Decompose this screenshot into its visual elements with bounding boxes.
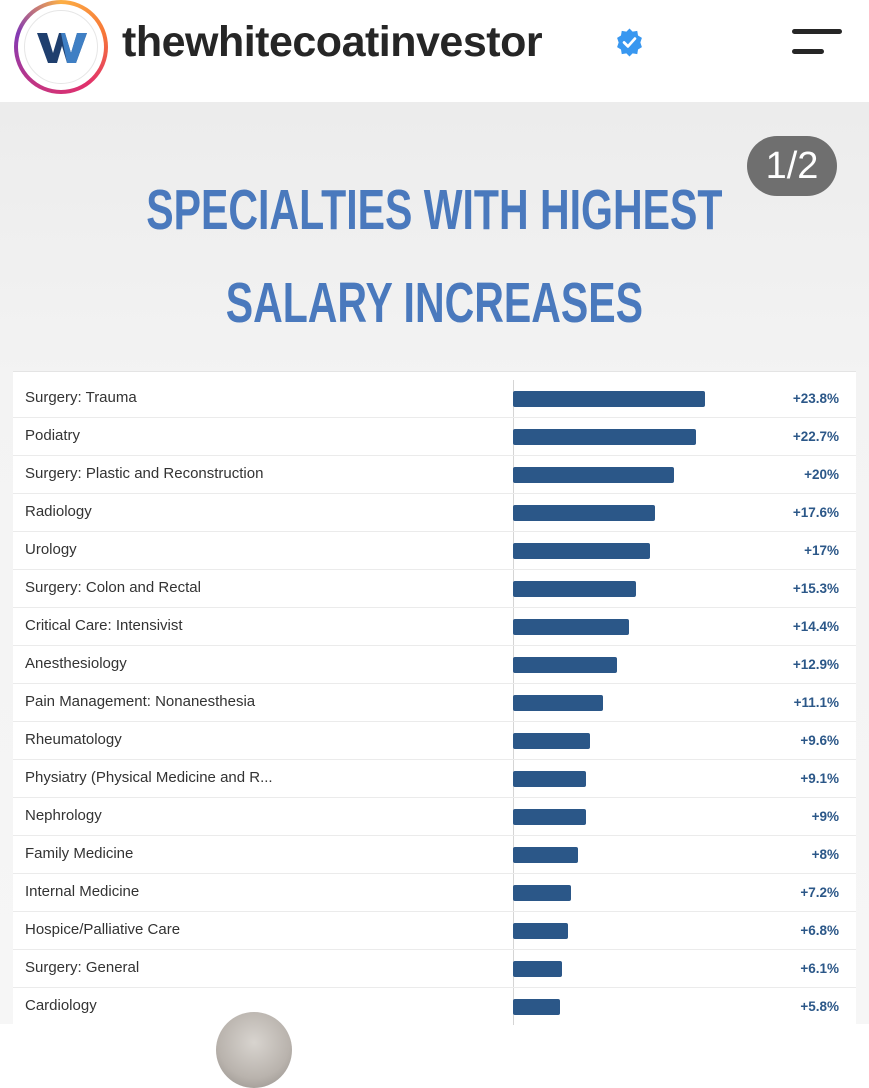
chart-title-line-1: SPECIALTIES WITH HIGHEST — [146, 178, 723, 242]
salary-increase-value: +9.1% — [800, 771, 839, 786]
specialty-label: Surgery: Plastic and Reconstruction — [25, 465, 264, 482]
salary-increase-value: +15.3% — [792, 581, 839, 596]
chart-title-line-2: SALARY INCREASES — [225, 271, 644, 335]
salary-increase-value: +14.4% — [792, 619, 839, 634]
salary-increase-bar — [513, 657, 618, 673]
salary-increase-table: Surgery: Trauma +23.8% Podiatry +22.7% Surge… — [13, 371, 856, 1025]
table-row: Critical Care: Intensivist +14.4% — [13, 608, 856, 646]
table-row: Urology +17% — [13, 532, 856, 570]
salary-increase-bar — [513, 543, 651, 559]
salary-increase-value: +17% — [804, 543, 839, 558]
table-row: Nephrology +9% — [13, 798, 856, 836]
specialty-label: Radiology — [25, 503, 92, 520]
salary-increase-bar — [513, 961, 563, 977]
specialty-label: Surgery: Colon and Rectal — [25, 579, 201, 596]
table-row: Hospice/Palliative Care +6.8% — [13, 912, 856, 950]
table-row: Radiology +17.6% — [13, 494, 856, 532]
specialty-label: Surgery: General — [25, 959, 140, 976]
specialty-label: Hospice/Palliative Care — [25, 921, 181, 938]
table-row: Family Medicine +8% — [13, 836, 856, 874]
hamburger-menu-icon[interactable] — [792, 24, 842, 60]
specialty-label: Family Medicine — [25, 845, 134, 862]
table-row: Surgery: Plastic and Reconstruction +20% — [13, 456, 856, 494]
salary-increase-bar — [513, 581, 637, 597]
table-row: Podiatry +22.7% — [13, 418, 856, 456]
table-row: Internal Medicine +7.2% — [13, 874, 856, 912]
salary-increase-bar — [513, 695, 603, 711]
salary-increase-bar — [513, 733, 591, 749]
specialty-label: Internal Medicine — [25, 883, 140, 900]
table-row: Surgery: Colon and Rectal +15.3% — [13, 570, 856, 608]
salary-increase-bar — [513, 999, 560, 1015]
specialty-label: Anesthesiology — [25, 655, 127, 672]
salary-increase-bar — [513, 505, 655, 521]
table-row: Anesthesiology +12.9% — [13, 646, 856, 684]
specialty-label: Pain Management: Nonanesthesia — [25, 693, 256, 710]
salary-increase-bar — [513, 467, 675, 483]
salary-increase-value: +6.1% — [800, 961, 839, 976]
profile-avatar[interactable] — [14, 0, 108, 94]
specialty-label: Urology — [25, 541, 77, 558]
salary-increase-value: +9.6% — [800, 733, 839, 748]
specialty-label: Nephrology — [25, 807, 102, 824]
username[interactable]: thewhitecoatinvestor — [122, 18, 543, 66]
table-row: Physiatry (Physical Medicine and R... +9.… — [13, 760, 856, 798]
salary-increase-value: +7.2% — [800, 885, 839, 900]
slide-counter: 1/2 — [747, 136, 837, 196]
salary-increase-value: +23.8% — [792, 391, 839, 406]
salary-increase-value: +5.8% — [800, 999, 839, 1014]
verified-badge-icon — [617, 28, 642, 57]
specialty-label: Rheumatology — [25, 731, 122, 748]
specialty-label: Critical Care: Intensivist — [25, 617, 183, 634]
table-row: Surgery: Trauma +23.8% — [13, 380, 856, 418]
post-header: thewhitecoatinvestor — [0, 0, 869, 103]
creator-photo — [216, 1012, 292, 1088]
salary-increase-value: +6.8% — [800, 923, 839, 938]
table-row: Pain Management: Nonanesthesia +11.1% — [13, 684, 856, 722]
specialty-label: Podiatry — [25, 427, 81, 444]
salary-increase-value: +22.7% — [792, 429, 839, 444]
salary-increase-bar — [513, 771, 587, 787]
specialty-label: Surgery: Trauma — [25, 389, 137, 406]
table-row: Cardiology +5.8% — [13, 988, 856, 1025]
table-row: Surgery: General +6.1% — [13, 950, 856, 988]
salary-increase-bar — [513, 429, 697, 445]
salary-increase-value: +12.9% — [792, 657, 839, 672]
salary-increase-bar — [513, 923, 568, 939]
salary-increase-value: +8% — [811, 847, 839, 862]
table-row: Rheumatology +9.6% — [13, 722, 856, 760]
salary-increase-bar — [513, 847, 578, 863]
salary-increase-value: +17.6% — [792, 505, 839, 520]
salary-increase-bar — [513, 809, 586, 825]
salary-increase-bar — [513, 619, 630, 635]
salary-increase-value: +20% — [804, 467, 839, 482]
salary-increase-value: +9% — [811, 809, 839, 824]
salary-increase-bar — [513, 885, 572, 901]
salary-increase-bar — [513, 391, 705, 407]
salary-increase-value: +11.1% — [793, 695, 839, 710]
wci-logo-icon — [24, 10, 98, 84]
specialty-label: Physiatry (Physical Medicine and R... — [25, 769, 273, 786]
specialty-label: Cardiology — [25, 997, 97, 1014]
